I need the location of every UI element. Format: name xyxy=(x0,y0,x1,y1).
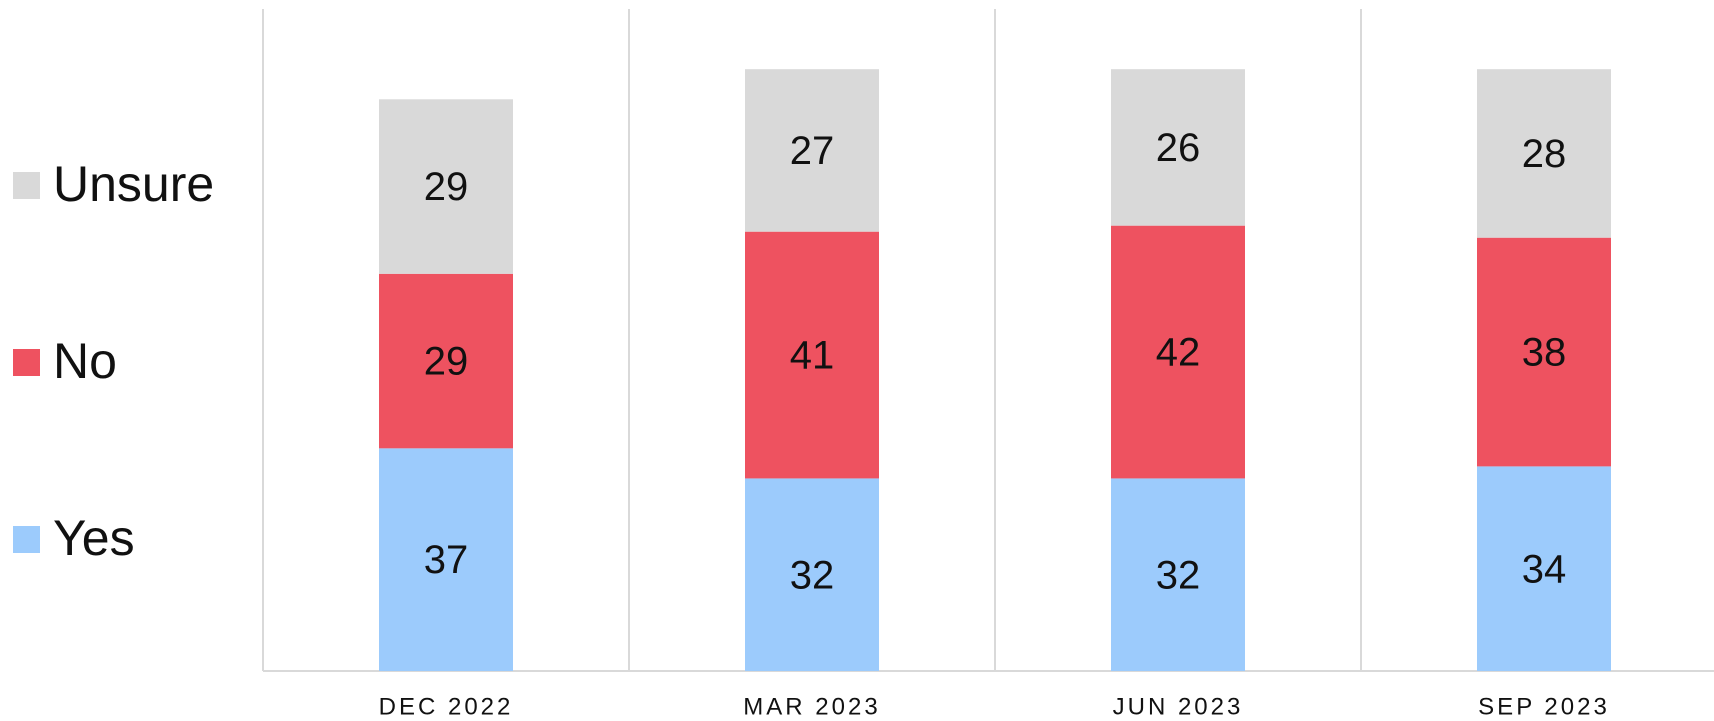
legend-label: Unsure xyxy=(53,156,214,212)
legend-label: Yes xyxy=(53,510,135,566)
x-tick-label: MAR 2023 xyxy=(743,693,880,720)
bar-segment xyxy=(379,273,513,449)
legend-swatch xyxy=(13,172,40,199)
data-label: 41 xyxy=(790,334,835,378)
legend-swatch xyxy=(13,526,40,553)
bar-segment xyxy=(1477,237,1611,467)
data-label: 34 xyxy=(1522,547,1567,591)
x-tick-label: DEC 2022 xyxy=(379,693,514,720)
data-label: 28 xyxy=(1522,132,1567,176)
x-tick-label: SEP 2023 xyxy=(1478,693,1610,720)
bar-segment xyxy=(379,448,513,671)
x-tick-label: JUN 2023 xyxy=(1113,693,1244,720)
data-label: 26 xyxy=(1156,126,1201,170)
data-label: 29 xyxy=(424,165,469,209)
bar-segment xyxy=(745,231,879,479)
bar-segment xyxy=(745,69,879,232)
legend-label: No xyxy=(53,333,117,389)
legend-swatch xyxy=(13,349,40,376)
bar-segment xyxy=(1111,478,1245,671)
data-label: 37 xyxy=(424,538,469,582)
data-label: 42 xyxy=(1156,331,1201,375)
data-label: 27 xyxy=(790,129,835,173)
bar-segment xyxy=(1111,225,1245,479)
bar-segment xyxy=(1111,69,1245,226)
bar-segment xyxy=(745,478,879,671)
bar-segment xyxy=(1477,466,1611,671)
data-label: 29 xyxy=(424,340,469,384)
data-label: 32 xyxy=(790,553,835,597)
bar-segment xyxy=(1477,69,1611,238)
data-label: 32 xyxy=(1156,553,1201,597)
data-label: 38 xyxy=(1522,331,1567,375)
bar-segment xyxy=(379,99,513,274)
